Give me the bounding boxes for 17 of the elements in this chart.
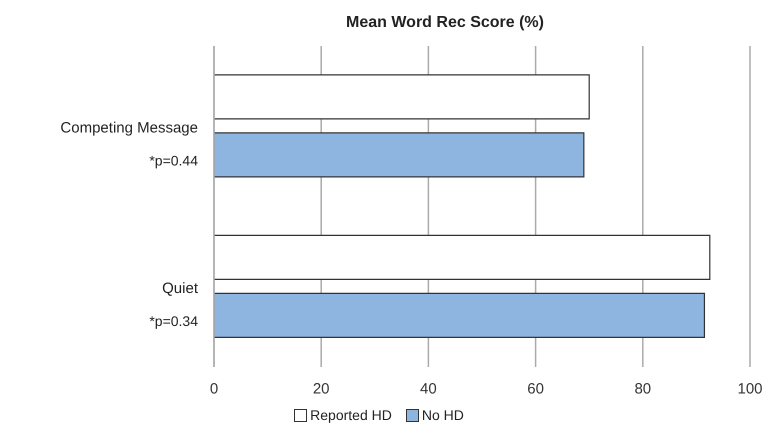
bar xyxy=(214,292,706,338)
x-tick-label: 80 xyxy=(634,380,652,398)
legend-label: No HD xyxy=(420,407,464,423)
text: *p=0.34 xyxy=(149,312,198,329)
y-tick-label: Quiet xyxy=(162,280,199,297)
chart-title: Mean Word Rec Score (%) xyxy=(345,13,545,33)
x-tick-label: 40 xyxy=(420,380,437,398)
x-tick-label: 100 xyxy=(737,380,763,398)
legend-label: Reported HD xyxy=(309,407,392,423)
bar xyxy=(214,74,590,120)
x-tick-label: 0 xyxy=(210,380,218,398)
text: *p=0.44 xyxy=(149,152,198,168)
x-tick-label: 20 xyxy=(312,380,330,398)
y-tick-label: Competing Message xyxy=(60,119,198,136)
x-tick-label: 60 xyxy=(527,380,544,398)
bar xyxy=(214,132,584,178)
bar xyxy=(214,234,710,280)
